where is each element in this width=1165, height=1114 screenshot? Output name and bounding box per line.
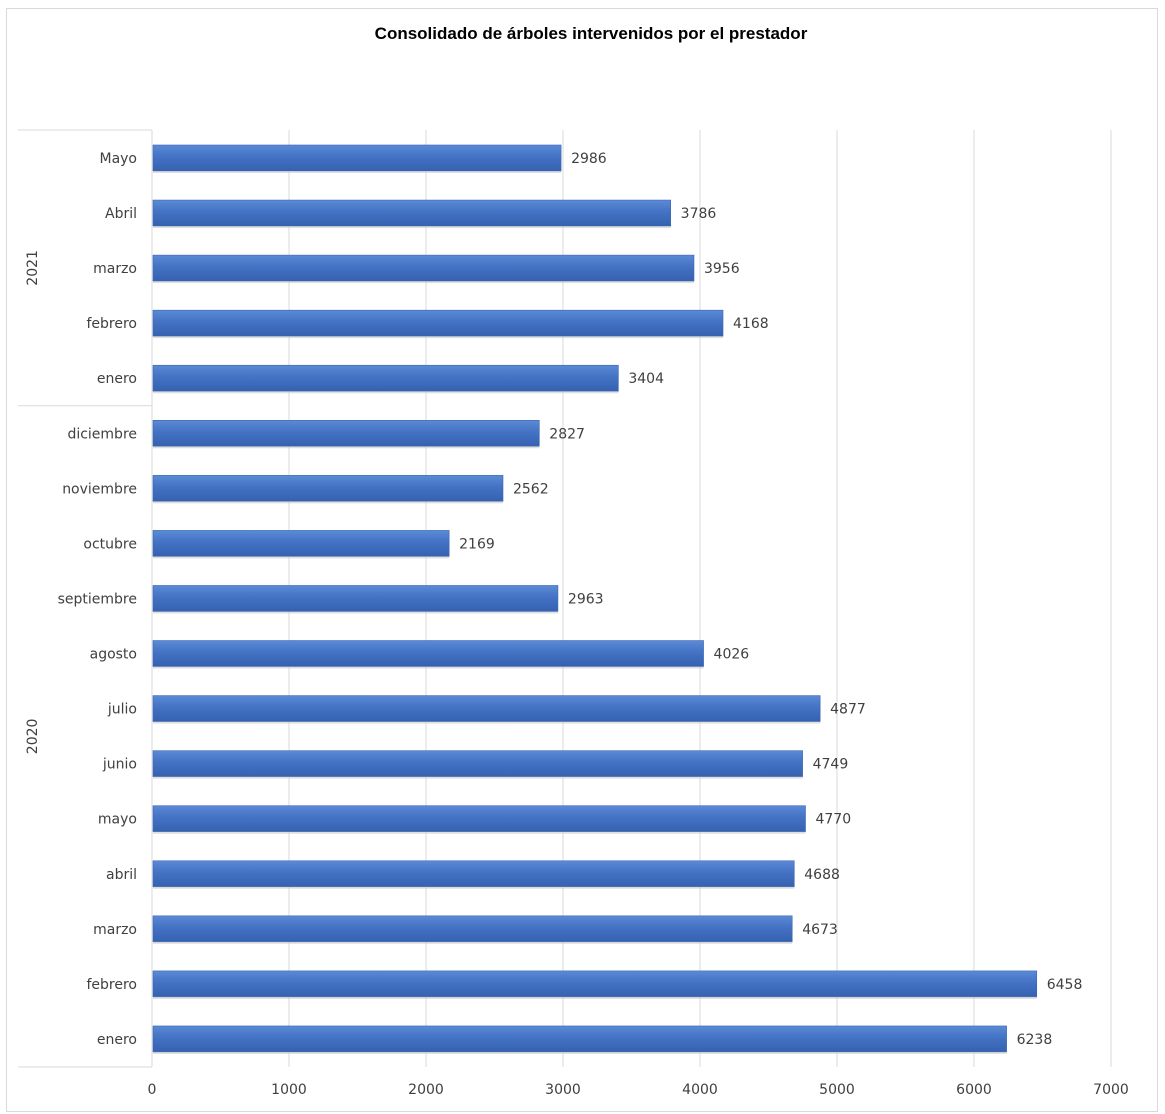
category-label: mayo (98, 812, 137, 828)
category-label: julio (107, 702, 137, 718)
bar-shadow (153, 446, 540, 449)
bar-shadow (153, 666, 704, 669)
x-tick-label: 3000 (545, 1082, 581, 1098)
axes: 0 1000 2000 3000 4000 5000 6000 7000 (18, 129, 1129, 1098)
bar (152, 144, 562, 172)
data-label: 6238 (1017, 1032, 1053, 1048)
category-label: marzo (93, 922, 137, 938)
bar-shadow (153, 391, 619, 394)
category-label: enero (97, 1032, 137, 1048)
bar-shadow (153, 886, 795, 889)
bar (152, 970, 1038, 998)
data-label: 4770 (815, 812, 851, 828)
category-label: octubre (83, 536, 137, 552)
bar (152, 805, 806, 833)
bar-shadow (153, 226, 671, 229)
bar-shadow (153, 1051, 1007, 1054)
gridlines (288, 130, 1112, 1067)
x-tick-label: 7000 (1093, 1082, 1129, 1098)
bar (152, 309, 724, 337)
bar (152, 254, 695, 282)
bar-shadow (153, 611, 558, 614)
category-label: Abril (105, 206, 137, 222)
data-label: 2963 (568, 591, 604, 607)
bar (152, 1025, 1007, 1053)
data-label: 2986 (571, 151, 607, 167)
group-label: 2020 (25, 719, 41, 755)
bar-shadow (153, 776, 803, 779)
x-tick-label: 4000 (682, 1082, 718, 1098)
chart-title: Consolidado de árboles intervenidos por … (375, 24, 808, 43)
bar-shadow (153, 996, 1037, 999)
bars (152, 144, 1038, 1054)
data-label: 2562 (513, 481, 549, 497)
data-label: 4688 (804, 867, 840, 883)
category-label: febrero (86, 977, 137, 993)
bar (152, 364, 619, 392)
x-tick-label: 0 (148, 1082, 157, 1098)
bar (152, 640, 704, 667)
data-label: 3956 (704, 261, 740, 277)
data-label: 3404 (628, 371, 664, 387)
data-label: 4168 (733, 316, 769, 332)
bar (152, 199, 671, 227)
x-tick-label: 6000 (956, 1082, 992, 1098)
data-label: 4673 (802, 922, 838, 938)
bar (152, 530, 450, 557)
bar-shadow (153, 941, 793, 944)
data-label: 4877 (830, 702, 866, 718)
data-label: 2827 (549, 426, 585, 442)
bar (152, 860, 795, 888)
bar (152, 750, 803, 777)
category-label: septiembre (58, 591, 137, 607)
bar-shadow (153, 556, 450, 559)
data-label: 4749 (813, 757, 849, 773)
data-label: 3786 (681, 206, 717, 222)
labels: 2986 Mayo 3786 Abril 3956 marzo 4168 febrero 340… (25, 151, 1082, 1048)
category-label: noviembre (62, 481, 137, 497)
data-label: 6458 (1047, 977, 1083, 993)
x-tick-label: 2000 (408, 1082, 444, 1098)
group-label: 2021 (25, 250, 41, 286)
bar (152, 585, 559, 612)
data-label: 4026 (714, 647, 750, 663)
category-label: junio (102, 757, 137, 773)
category-label: abril (106, 867, 137, 883)
data-label: 2169 (459, 536, 495, 552)
x-tick-label: 5000 (819, 1082, 855, 1098)
category-label: marzo (93, 261, 137, 277)
bar (152, 475, 504, 502)
bar-shadow (153, 721, 821, 724)
bar-shadow (153, 336, 724, 339)
category-label: febrero (86, 316, 137, 332)
x-tick-label: 1000 (271, 1082, 307, 1098)
bar-shadow (153, 831, 806, 834)
category-label: agosto (90, 647, 137, 663)
bar (152, 419, 540, 447)
category-label: diciembre (67, 426, 137, 442)
bar-shadow (153, 501, 503, 504)
bar (152, 915, 793, 943)
category-label: enero (97, 371, 137, 387)
bar-shadow (153, 171, 562, 173)
category-label: Mayo (99, 151, 137, 167)
bar-shadow (153, 281, 694, 284)
bar (152, 695, 821, 722)
